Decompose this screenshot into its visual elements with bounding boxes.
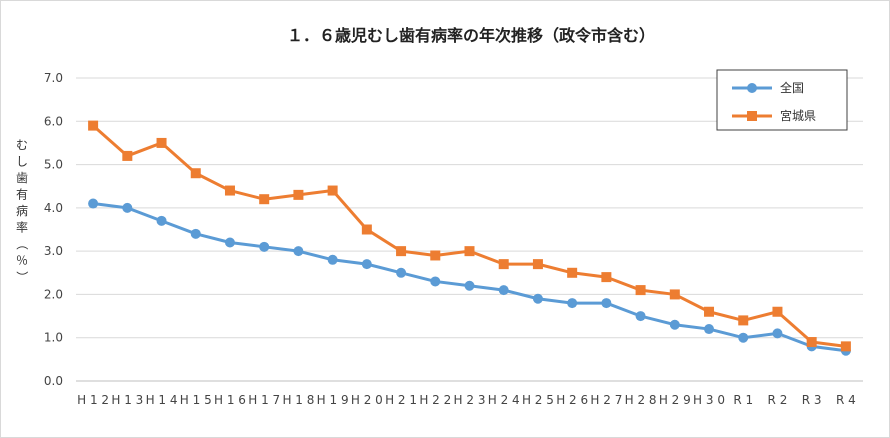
x-tick-label: H 2 0 xyxy=(351,393,383,407)
y-tick-label: 4.0 xyxy=(44,201,63,215)
data-point xyxy=(738,332,749,343)
data-point xyxy=(738,315,749,326)
x-tick-label: H 1 8 xyxy=(282,393,314,407)
y-axis-label-char: し xyxy=(16,155,28,169)
data-point xyxy=(122,202,133,213)
data-point xyxy=(806,337,817,348)
x-tick-label: H 2 9 xyxy=(659,393,691,407)
x-tick-label: H 1 2 xyxy=(77,393,109,407)
y-axis-label-char: （ xyxy=(15,238,29,250)
legend-box xyxy=(716,69,848,131)
data-point xyxy=(840,341,851,352)
y-axis-label-char: む xyxy=(16,138,28,152)
data-point xyxy=(88,198,99,209)
data-point xyxy=(567,267,578,278)
data-point xyxy=(601,272,612,283)
data-point xyxy=(156,215,167,226)
x-tick-label: H 2 2 xyxy=(419,393,451,407)
data-point xyxy=(704,306,715,317)
data-point xyxy=(396,267,407,278)
x-tick-label: H 3 0 xyxy=(693,393,725,407)
data-point xyxy=(327,254,338,265)
y-tick-label: 1.0 xyxy=(44,331,63,345)
y-tick-label: 3.0 xyxy=(44,244,63,258)
y-axis-label-char: 病 xyxy=(16,203,28,218)
x-tick-label: H 2 4 xyxy=(488,393,520,407)
legend-marker-1 xyxy=(747,83,757,93)
data-point xyxy=(635,285,646,296)
data-point xyxy=(635,311,646,322)
data-point xyxy=(361,259,372,270)
data-point xyxy=(293,246,304,257)
data-point xyxy=(430,250,441,261)
x-tick-label: H 2 5 xyxy=(522,393,554,407)
x-tick-label: H 1 7 xyxy=(248,393,280,407)
data-point xyxy=(669,319,680,330)
y-axis-label-char: ％ xyxy=(16,254,28,268)
data-point xyxy=(122,150,133,161)
x-tick-label: R 2 xyxy=(768,393,788,407)
legend-marker-2 xyxy=(747,111,757,121)
legend-label-2: 宮城県 xyxy=(780,108,816,123)
data-point xyxy=(396,246,407,257)
data-point xyxy=(601,298,612,309)
x-tick-label: R 3 xyxy=(802,393,822,407)
data-point xyxy=(532,293,543,304)
data-point xyxy=(88,120,99,131)
chart-title: １．６歳児むし歯有病率の年次推移（政令市含む） xyxy=(287,26,655,45)
data-point xyxy=(259,241,270,252)
data-point xyxy=(498,285,509,296)
data-point xyxy=(259,194,270,205)
x-tick-label: H 2 6 xyxy=(556,393,588,407)
y-axis-label: むし歯有病率 （ ％ ） xyxy=(15,138,29,283)
x-tick-label: H 2 8 xyxy=(625,393,657,407)
y-tick-label: 7.0 xyxy=(44,71,63,85)
data-point xyxy=(464,280,475,291)
legend-label-1: 全国 xyxy=(780,80,804,95)
y-tick-label: 5.0 xyxy=(44,158,63,172)
x-tick-label: H 1 4 xyxy=(146,393,178,407)
data-point xyxy=(772,306,783,317)
x-tick-label: H 1 5 xyxy=(180,393,212,407)
data-point xyxy=(704,324,715,335)
data-point xyxy=(327,185,338,196)
data-point xyxy=(224,185,235,196)
y-tick-label: 0.0 xyxy=(44,374,63,388)
x-tick-label: H 1 3 xyxy=(111,393,143,407)
data-point xyxy=(430,276,441,287)
y-axis-label-char: 有 xyxy=(16,188,28,202)
y-tick-label: 6.0 xyxy=(44,114,63,128)
x-tick-label: R 4 xyxy=(836,393,856,407)
data-point xyxy=(567,298,578,309)
data-point xyxy=(498,259,509,270)
y-axis-label-char: 率 xyxy=(16,220,28,235)
y-axis-label-char: ） xyxy=(15,271,29,283)
x-tick-label: H 2 7 xyxy=(590,393,622,407)
x-tick-label: H 2 1 xyxy=(385,393,417,407)
data-point xyxy=(669,289,680,300)
data-point xyxy=(464,246,475,257)
data-point xyxy=(190,168,201,179)
x-tick-label: R 1 xyxy=(733,393,753,407)
data-point xyxy=(293,189,304,200)
x-tick-label: H 1 9 xyxy=(317,393,349,407)
data-point xyxy=(772,328,783,339)
data-point xyxy=(190,228,201,239)
x-tick-label: H 2 3 xyxy=(454,393,486,407)
data-point xyxy=(361,224,372,235)
series-layer xyxy=(88,120,851,356)
x-tick-label: H 1 6 xyxy=(214,393,246,407)
data-point xyxy=(532,259,543,270)
y-axis-label-char: 歯 xyxy=(16,171,28,185)
series-line-1 xyxy=(92,202,847,353)
y-tick-label: 2.0 xyxy=(44,287,63,301)
data-point xyxy=(156,137,167,148)
data-point xyxy=(224,237,235,248)
